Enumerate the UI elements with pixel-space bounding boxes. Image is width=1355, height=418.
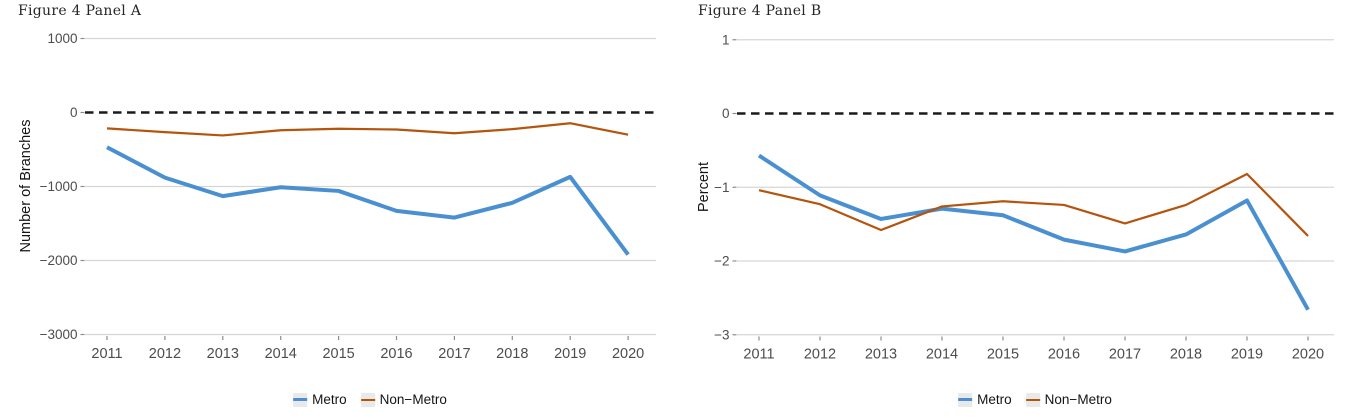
x-tick-label: 2012 [149, 346, 181, 362]
panel-a-plot-area: 1000 0 −1000 −2000 −3000 2011 2012 2013 2014 2015… [40, 31, 656, 362]
legend-item-non-metro: Non−Metro [360, 392, 447, 407]
x-tick-label: 2015 [322, 346, 354, 362]
legend-label-non-metro: Non−Metro [379, 392, 447, 407]
x-tick-label: 2013 [865, 347, 897, 363]
panel-b-title: Figure 4 Panel B [698, 3, 822, 19]
x-tick-label: 2015 [987, 347, 1019, 363]
x-tick-label: 2017 [438, 346, 470, 362]
y-tick-label: 1000 [47, 31, 77, 46]
x-tick-label: 2014 [265, 346, 297, 362]
legend-label-metro: Metro [312, 392, 347, 407]
x-tick-label: 2020 [1292, 347, 1324, 363]
series-line [758, 172, 1309, 237]
non-metro-line-key-icon [360, 392, 375, 407]
panel-b: Figure 4 Panel B Percent 1 0 −1 −2 −3 2011 201… [677, 0, 1355, 418]
x-tick-label: 2011 [91, 346, 122, 362]
legend-item-metro: Metro [293, 392, 347, 407]
x-tick-label: 2017 [1109, 347, 1141, 363]
y-tick-label: −2 [714, 254, 729, 269]
series-line [757, 153, 1310, 311]
x-tick-label: 2020 [612, 346, 644, 362]
metro-line-key-icon [958, 392, 973, 407]
y-tick-label: −3000 [40, 327, 78, 342]
panel-a: Figure 4 Panel A Number of Branches 1000… [18, 3, 656, 407]
x-tick-label: 2019 [1231, 347, 1263, 363]
y-tick-label: 0 [70, 105, 78, 120]
x-tick-label: 2018 [496, 346, 528, 362]
panel-b-plot-area: 1 0 −1 −2 −3 2011 2012 2013 2014 2015 2016 2017 2018… [714, 32, 1334, 363]
x-tick-label: 2014 [926, 347, 958, 363]
x-tick-label: 2011 [743, 347, 774, 363]
x-tick-label: 2019 [554, 346, 586, 362]
legend-label-non-metro: Non−Metro [1044, 392, 1112, 407]
legend-item-non-metro: Non−Metro [1025, 392, 1112, 407]
y-tick-label: −3 [714, 327, 729, 342]
metro-line-key-icon [293, 392, 308, 407]
panel-b-legend: Metro Non−Metro [958, 392, 1112, 407]
non-metro-line-key-icon [1025, 392, 1040, 407]
x-tick-label: 2013 [207, 346, 239, 362]
legend-item-metro: Metro [958, 392, 1012, 407]
panel-a-legend: Metro Non−Metro [293, 392, 447, 407]
y-tick-label: 1 [722, 32, 730, 47]
panel-a-title: Figure 4 Panel A [18, 3, 142, 19]
y-tick-label: −1 [714, 180, 729, 195]
legend-label-metro: Metro [977, 392, 1012, 407]
x-tick-label: 2016 [380, 346, 412, 362]
y-tick-label: 0 [722, 106, 730, 121]
series-line [106, 122, 629, 137]
x-tick-label: 2012 [804, 347, 836, 363]
x-tick-label: 2018 [1170, 347, 1202, 363]
series-line [106, 145, 630, 256]
x-tick-label: 2016 [1048, 347, 1080, 363]
y-tick-label: −1000 [40, 179, 78, 194]
y-tick-label: −2000 [40, 253, 78, 268]
